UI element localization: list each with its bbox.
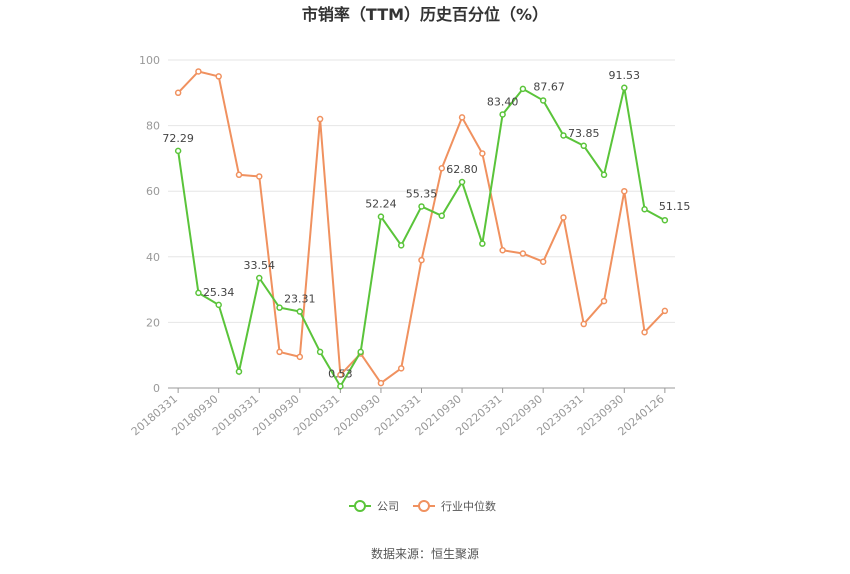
- data-point[interactable]: [316, 348, 324, 356]
- data-point[interactable]: [519, 85, 527, 93]
- data-point[interactable]: [215, 73, 222, 80]
- data-point[interactable]: [580, 142, 587, 150]
- data-point[interactable]: [661, 307, 669, 315]
- data-point[interactable]: [621, 84, 628, 92]
- data-label: 62.80: [446, 163, 478, 176]
- data-label: 83.40: [487, 95, 519, 108]
- data-point[interactable]: [296, 353, 304, 361]
- data-point[interactable]: [641, 205, 648, 213]
- data-label: 72.29: [162, 132, 194, 145]
- data-point[interactable]: [215, 301, 222, 309]
- data-point[interactable]: [621, 187, 628, 195]
- data-point[interactable]: [235, 171, 243, 179]
- data-label: 25.34: [203, 286, 235, 299]
- y-tick-label: 60: [146, 185, 160, 198]
- data-point[interactable]: [580, 320, 587, 328]
- data-point[interactable]: [174, 147, 182, 155]
- data-point[interactable]: [174, 89, 182, 97]
- y-tick-label: 80: [146, 120, 160, 133]
- data-point[interactable]: [519, 250, 527, 257]
- data-point[interactable]: [539, 97, 547, 104]
- grid-lines: [168, 59, 675, 323]
- legend[interactable]: 公司 行业中位数: [349, 499, 496, 513]
- data-point[interactable]: [479, 150, 486, 157]
- data-labels: 72.29 25.34 33.54 23.31 0.53 52.24 55.35 62.80 8…: [162, 69, 690, 380]
- data-point[interactable]: [539, 258, 547, 265]
- series-line: [177, 70, 666, 385]
- y-tick-label: 20: [146, 316, 160, 329]
- data-point[interactable]: [357, 348, 364, 356]
- data-point[interactable]: [600, 297, 608, 305]
- source-note: 数据来源：恒生聚源: [371, 546, 479, 561]
- data-label: 87.67: [533, 80, 565, 93]
- data-point[interactable]: [337, 371, 344, 379]
- data-point[interactable]: [438, 212, 446, 220]
- y-tick-label: 40: [146, 251, 160, 264]
- data-label: 51.15: [659, 200, 691, 213]
- data-point[interactable]: [479, 240, 486, 247]
- data-point[interactable]: [641, 328, 648, 336]
- data-point[interactable]: [397, 365, 405, 372]
- data-point[interactable]: [195, 289, 202, 297]
- data-label: 91.53: [609, 69, 641, 82]
- data-label: 23.31: [284, 293, 316, 306]
- y-tick-label: 0: [153, 382, 160, 395]
- series-group: [174, 68, 669, 390]
- data-point[interactable]: [316, 115, 324, 123]
- chart-title: 市销率（TTM）历史百分位（%）: [302, 5, 548, 24]
- data-point[interactable]: [499, 111, 506, 118]
- y-axis: 0 20 40 60 80 100: [139, 54, 160, 395]
- data-point[interactable]: [600, 171, 608, 179]
- legend-marker[interactable]: [354, 500, 366, 512]
- data-point[interactable]: [661, 216, 669, 224]
- data-label: 73.85: [568, 127, 600, 140]
- data-label: 0.53: [328, 367, 353, 380]
- data-point[interactable]: [276, 304, 283, 311]
- y-tick-label: 100: [139, 54, 160, 67]
- x-axis: 2018033120180930201903312019093020200331…: [129, 387, 675, 438]
- data-point[interactable]: [195, 68, 202, 75]
- data-point[interactable]: [256, 173, 263, 180]
- legend-label[interactable]: 行业中位数: [441, 499, 496, 513]
- data-point[interactable]: [337, 383, 344, 390]
- data-point[interactable]: [560, 214, 567, 221]
- data-point[interactable]: [296, 308, 304, 315]
- data-label: 52.24: [365, 198, 397, 211]
- data-point[interactable]: [499, 246, 506, 254]
- data-point[interactable]: [560, 132, 567, 139]
- data-point[interactable]: [235, 368, 243, 375]
- data-point[interactable]: [377, 213, 385, 220]
- data-point[interactable]: [377, 379, 385, 387]
- data-point[interactable]: [438, 164, 446, 172]
- data-label: 33.54: [244, 259, 276, 272]
- data-label: 55.35: [406, 187, 438, 200]
- legend-label[interactable]: 公司: [377, 500, 399, 513]
- data-point[interactable]: [397, 242, 405, 249]
- data-point[interactable]: [256, 274, 263, 282]
- data-point[interactable]: [418, 203, 425, 210]
- data-point[interactable]: [418, 256, 425, 264]
- data-point[interactable]: [458, 178, 466, 186]
- legend-marker[interactable]: [418, 500, 430, 512]
- data-point[interactable]: [458, 114, 466, 121]
- data-point[interactable]: [276, 348, 283, 356]
